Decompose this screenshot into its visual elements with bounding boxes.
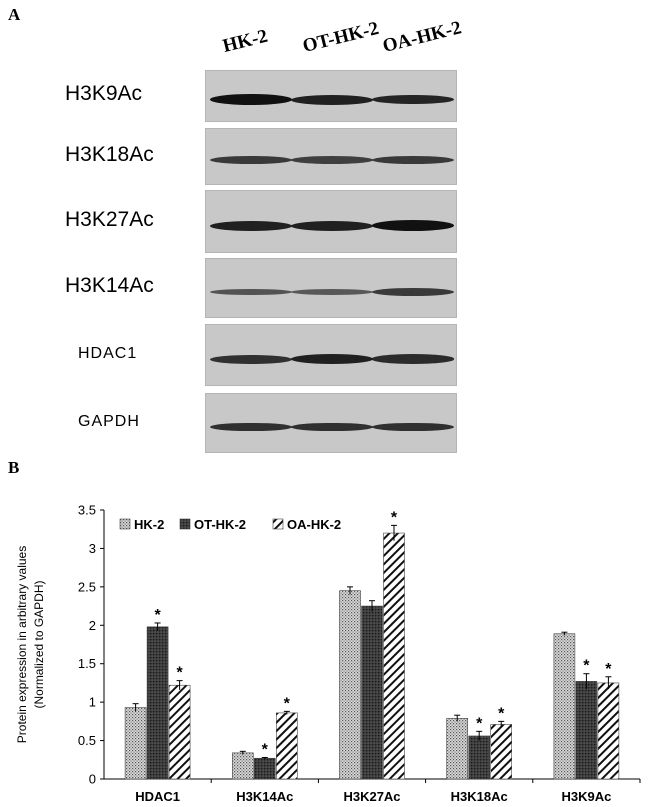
blot-band — [372, 156, 454, 165]
bar-ot-hk-2-h3k9ac — [575, 681, 598, 780]
blot-band — [291, 220, 373, 231]
significance-star: * — [391, 509, 398, 526]
significance-star: * — [583, 658, 590, 675]
blot-strip — [205, 190, 457, 253]
y-axis-title: (Normalized to GAPDH) — [32, 580, 46, 708]
blot-band — [291, 288, 373, 296]
legend-label: OT-HK-2 — [194, 517, 246, 532]
legend-label: OA-HK-2 — [287, 517, 341, 532]
panel-a-label: A — [8, 5, 21, 24]
bar-ot-hk-2-h3k18ac — [468, 735, 491, 780]
significance-star: * — [284, 695, 291, 712]
significance-star: * — [476, 715, 483, 732]
blot-band — [372, 220, 454, 232]
y-tick-label: 2 — [89, 618, 96, 633]
bar-hk-2-h3k18ac — [446, 717, 469, 780]
legend-swatch-ot-hk-2 — [179, 518, 191, 530]
bar-hk-2-hdac1 — [124, 707, 147, 780]
blot-label: GAPDH — [78, 412, 140, 430]
x-tick-label: H3K27Ac — [343, 789, 400, 804]
blot-band — [372, 422, 454, 432]
blot-label: HDAC1 — [78, 344, 138, 362]
y-tick-label: 1 — [89, 695, 96, 710]
legend-swatch-hk-2 — [119, 518, 131, 530]
x-tick-label: HDAC1 — [135, 789, 180, 804]
blot-label: H3K14Ac — [65, 274, 154, 298]
blot-band — [291, 354, 373, 365]
blot-band — [210, 156, 292, 165]
lane-label-2: OT-HK-2 — [300, 17, 381, 58]
y-tick-label: 1.5 — [78, 656, 96, 671]
blot-label: H3K27Ac — [65, 207, 154, 231]
bar-hk-2-h3k9ac — [553, 633, 576, 780]
x-tick-label: H3K18Ac — [451, 789, 508, 804]
blot-band — [210, 220, 292, 231]
bar-oa-hk-2-h3k27ac — [383, 532, 405, 780]
legend-swatch-oa-hk-2 — [272, 518, 284, 530]
y-tick-label: 2.5 — [78, 579, 96, 594]
significance-star: * — [154, 607, 161, 624]
y-tick-label: 3 — [89, 541, 96, 556]
bar-ot-hk-2-h3k27ac — [361, 605, 383, 780]
significance-star: * — [176, 665, 183, 682]
blot-band — [210, 288, 292, 296]
blot-band — [291, 94, 373, 105]
y-tick-label: 0.5 — [78, 733, 96, 748]
x-tick-label: H3K9Ac — [561, 789, 611, 804]
bar-oa-hk-2-h3k9ac — [597, 682, 620, 780]
y-tick-label: 3.5 — [78, 503, 96, 518]
bar-ot-hk-2-h3k14ac — [254, 757, 276, 780]
legend-label: HK-2 — [134, 517, 164, 532]
panel-b-label: B — [8, 458, 20, 477]
bar-oa-hk-2-hdac1 — [168, 684, 191, 780]
x-tick-label: H3K14Ac — [236, 789, 293, 804]
bar-chart: 0 0.5 1 1.5 2 2.5 3 3.5 Protein expression in ar… — [15, 503, 641, 804]
lane-label-1: HK-2 — [220, 25, 270, 58]
blot-label: H3K9Ac — [65, 82, 143, 106]
significance-star: * — [498, 705, 505, 722]
significance-star: * — [605, 661, 612, 678]
blot-band — [210, 94, 292, 106]
blot-strip — [205, 324, 457, 386]
bar-hk-2-h3k14ac — [232, 752, 254, 780]
blot-band — [372, 354, 454, 364]
blot-band — [210, 422, 292, 432]
blot-strip — [205, 70, 457, 122]
blot-band — [372, 287, 454, 297]
blot-strip — [205, 393, 457, 453]
blot-band — [210, 354, 292, 364]
y-axis-title: Protein expression in arbitrary values — [15, 546, 29, 743]
bar-oa-hk-2-h3k14ac — [275, 712, 298, 780]
y-tick-label: 0 — [89, 772, 96, 787]
blot-strip — [205, 258, 457, 318]
lane-label-3: OA-HK-2 — [380, 17, 464, 58]
blot-band — [291, 422, 373, 432]
bar-oa-hk-2-h3k18ac — [490, 724, 513, 780]
blot-band — [291, 156, 373, 165]
significance-star: * — [262, 741, 269, 758]
blot-band — [372, 94, 454, 105]
bar-hk-2-h3k27ac — [339, 590, 361, 780]
blot-strip — [205, 128, 457, 185]
bar-ot-hk-2-hdac1 — [146, 626, 169, 780]
blot-label: H3K18Ac — [65, 142, 154, 166]
